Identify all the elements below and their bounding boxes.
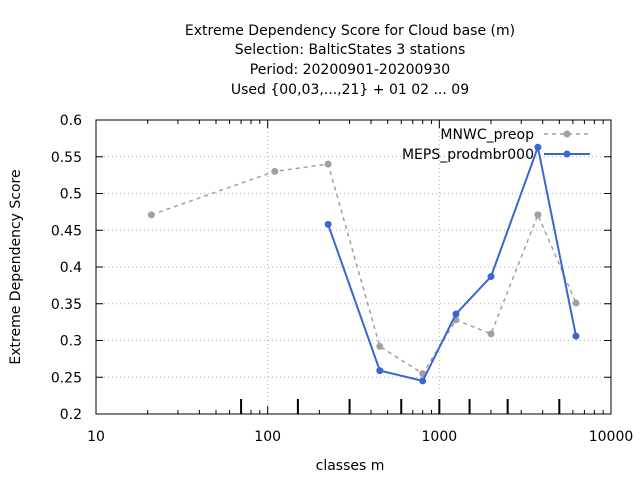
y-axis-label: Extreme Dependency Score: [8, 169, 24, 364]
data-point: [487, 273, 495, 281]
data-point: [324, 220, 332, 228]
data-point: [534, 143, 542, 151]
data-point: [419, 377, 427, 385]
data-point: [534, 211, 542, 219]
data-point: [452, 310, 460, 318]
series-2: [324, 143, 580, 385]
data-point: [324, 160, 332, 168]
x-axis-label: classes m: [316, 458, 385, 474]
y-tick-label: 0.4: [60, 260, 82, 276]
series-line: [151, 163, 577, 375]
axis-ticks: [95, 119, 612, 415]
x-tick-label: 10: [87, 429, 105, 445]
y-tick-labels: 0.2 0.25 0.3 0.35 0.4 0.45 0.5 0.55 0.6: [51, 113, 82, 423]
class-boundary-ticks: [240, 399, 561, 414]
title-line-4: Used {00,03,...,21} + 01 02 ... 09: [231, 82, 469, 98]
x-tick-label: 100: [254, 429, 281, 445]
plot-frame: [95, 119, 612, 415]
y-tick-label: 0.5: [60, 187, 82, 203]
series-layer: [147, 143, 580, 385]
grid: [96, 120, 611, 414]
y-tick-label: 0.3: [60, 334, 82, 350]
data-point: [487, 330, 495, 338]
legend-marker: [563, 130, 571, 138]
data-point: [572, 299, 580, 307]
x-tick-label: 10000: [589, 429, 634, 445]
title-line-1: Extreme Dependency Score for Cloud base …: [185, 23, 515, 39]
y-tick-label: 0.55: [51, 150, 82, 166]
data-point: [376, 367, 384, 375]
y-tick-label: 0.2: [60, 407, 82, 423]
x-tick-label: 1000: [422, 429, 458, 445]
data-point: [572, 332, 580, 340]
y-tick-label: 0.45: [51, 223, 82, 239]
y-tick-label: 0.6: [60, 113, 82, 129]
series-line: [327, 143, 577, 383]
title-line-2: Selection: BalticStates 3 stations: [235, 42, 465, 58]
legend: MNWC_preop MEPS_prodmbr000: [402, 127, 590, 163]
x-tick-labels: 10 100 1000 10000: [87, 429, 633, 445]
legend-marker: [563, 150, 571, 158]
data-point: [376, 342, 384, 350]
chart-title: Extreme Dependency Score for Cloud base …: [185, 23, 515, 98]
title-line-3: Period: 20200901-20200930: [250, 62, 450, 78]
y-tick-label: 0.35: [51, 297, 82, 313]
data-point: [147, 211, 155, 219]
legend-label: MEPS_prodmbr000: [402, 147, 534, 163]
legend-label: MNWC_preop: [440, 127, 534, 143]
series-1: [147, 160, 580, 378]
data-point: [271, 167, 279, 175]
y-tick-label: 0.25: [51, 370, 82, 386]
